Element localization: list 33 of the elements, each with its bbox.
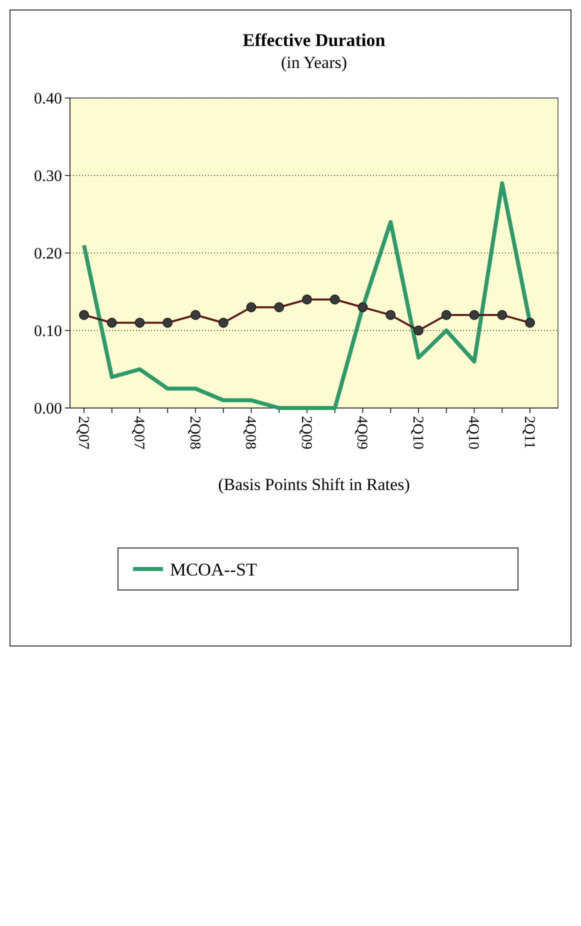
point xyxy=(386,310,396,320)
point xyxy=(274,302,284,312)
point xyxy=(106,318,117,328)
y-tick-label: 0.40 xyxy=(34,90,62,108)
point xyxy=(330,294,340,304)
x-tick-label: 4Q09 xyxy=(354,416,370,450)
point xyxy=(134,318,145,328)
point xyxy=(414,326,424,336)
point xyxy=(246,302,256,312)
x-tick-label: 2Q11 xyxy=(520,416,537,449)
x-tick-label: 4Q08 xyxy=(242,416,258,450)
y-tick-label: 0.00 xyxy=(34,400,62,418)
x-tick-label: 2Q09 xyxy=(298,416,314,450)
x-tick-label: 2Q10 xyxy=(409,416,426,450)
point xyxy=(469,310,480,320)
point xyxy=(162,318,173,328)
x-tick-label: 4Q10 xyxy=(465,416,481,450)
point xyxy=(497,310,508,320)
x-tick-label: 4Q07 xyxy=(130,416,146,450)
point xyxy=(302,294,312,304)
y-tick-label: 0.20 xyxy=(34,246,62,263)
chart-title: Effective Duration xyxy=(242,30,386,50)
point xyxy=(190,310,200,320)
chart-subtitle: (in Years) xyxy=(280,53,348,72)
x-tick-label: 2Q08 xyxy=(186,416,202,450)
x-axis-title: (Basis Points Shift in Rates) xyxy=(218,475,410,494)
point xyxy=(441,310,452,320)
legend-label: MCOA--ST xyxy=(170,559,258,580)
y-tick-label: 0.10 xyxy=(34,323,62,340)
y-tick-label: 0.30 xyxy=(34,168,62,186)
x-tick-label: 2Q07 xyxy=(74,416,91,450)
point xyxy=(218,318,228,328)
point xyxy=(79,310,89,320)
